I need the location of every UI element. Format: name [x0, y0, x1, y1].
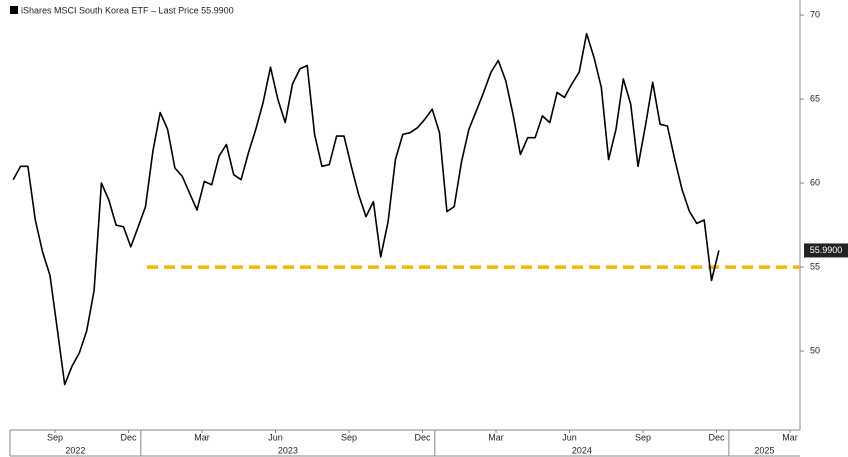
legend-swatch [10, 6, 18, 14]
x-tick-label: Dec [120, 432, 137, 442]
x-tick-label: Dec [414, 432, 431, 442]
year-label: 2025 [754, 445, 774, 455]
last-price-label: 55.9900 [810, 245, 843, 255]
x-tick-label: Jun [268, 432, 283, 442]
last-price-box [804, 243, 848, 258]
y-tick-label: 70 [810, 9, 820, 19]
x-tick-label: Sep [635, 432, 651, 442]
x-tick-label: Sep [47, 432, 63, 442]
y-tick-label: 65 [810, 93, 820, 103]
x-tick-label: Sep [341, 432, 357, 442]
year-label: 2022 [65, 445, 85, 455]
x-tick-label: Dec [708, 432, 725, 442]
x-tick-label: Mar [782, 432, 798, 442]
year-label: 2024 [572, 445, 592, 455]
y-tick-label: 55 [810, 261, 820, 271]
year-label: 2023 [278, 445, 298, 455]
x-tick-label: Mar [488, 432, 504, 442]
y-tick-label: 60 [810, 177, 820, 187]
y-tick-label: 50 [810, 345, 820, 355]
x-tick-label: Mar [194, 432, 210, 442]
x-tick-label: Jun [562, 432, 577, 442]
price-line [12, 32, 720, 386]
legend-label: iShares MSCI South Korea ETF – Last Pric… [21, 5, 234, 15]
